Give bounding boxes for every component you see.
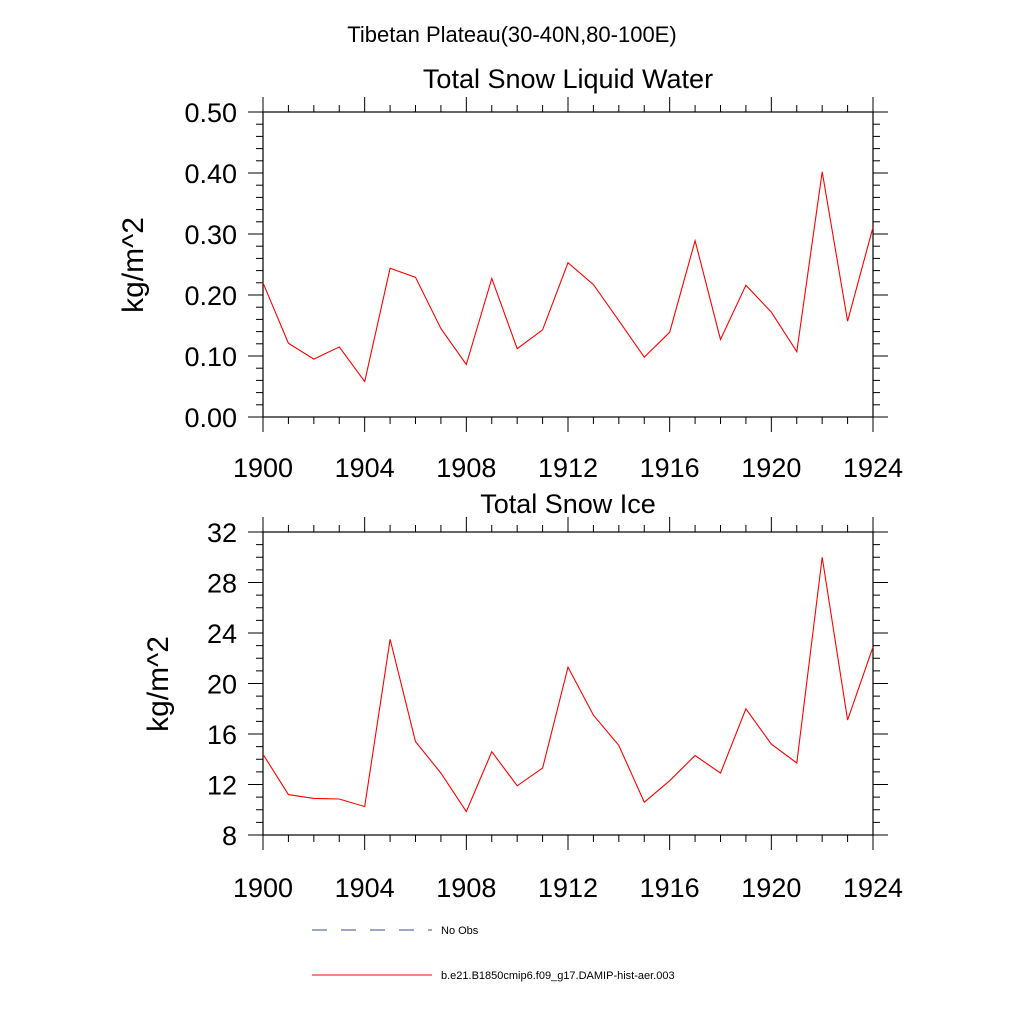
y-tick-label: 32 [207,518,237,548]
panel-title: Total Snow Ice [480,489,656,519]
axis-ticks: 1900 1904 1908 1912 1916 1920 1924 8 12 16 20 24 28 3… [207,517,903,903]
x-tick-label: 1904 [335,453,395,483]
y-tick-label: 28 [207,569,237,599]
x-tick-label: 1916 [640,453,700,483]
x-tick-label: 1916 [640,873,700,903]
x-tick-label: 1900 [233,873,293,903]
panel-title: Total Snow Liquid Water [423,64,713,94]
x-tick-label: 1924 [843,453,903,483]
legend: No Obs b.e21.B1850cmip6.f09_g17.DAMIP-hi… [312,925,675,982]
legend-label-model: b.e21.B1850cmip6.f09_g17.DAMIP-hist-aer.… [441,970,675,982]
y-tick-label: 0.30 [184,220,237,250]
y-axis-label: kg/m^2 [142,636,175,732]
y-tick-label: 0.50 [184,98,237,128]
y-tick-label: 24 [207,619,237,649]
data-series [262,557,874,813]
x-tick-label: 1924 [843,873,903,903]
series-line [262,171,874,383]
axis-ticks: 1900 1904 1908 1912 1916 1920 1924 0.00 0.10 0.20… [184,97,903,483]
x-tick-label: 1908 [436,453,496,483]
x-tick-label: 1912 [538,453,598,483]
x-tick-label: 1920 [741,873,801,903]
y-axis-label: kg/m^2 [117,217,150,313]
y-tick-label: 12 [207,771,237,801]
legend-label-no-obs: No Obs [441,925,479,937]
y-tick-label: 0.10 [184,342,237,372]
series-line [262,557,874,813]
y-tick-label: 0.20 [184,281,237,311]
y-tick-label: 20 [207,670,237,700]
y-tick-label: 16 [207,720,237,750]
x-tick-label: 1904 [335,873,395,903]
plot-frame [262,111,874,418]
figure-title: Tibetan Plateau(30-40N,80-100E) [347,22,676,47]
x-tick-label: 1900 [233,453,293,483]
plot-frame [262,531,874,836]
data-series [262,171,874,383]
y-tick-label: 0.00 [184,403,237,433]
panel-snow-liquid-water: Total Snow Liquid Water kg/m^2 1900 1904 1… [117,64,903,483]
y-tick-label: 0.40 [184,159,237,189]
x-tick-label: 1920 [741,453,801,483]
panel-snow-ice: Total Snow Ice kg/m^2 1900 1904 1908 1912 19… [142,489,903,903]
y-tick-label: 8 [222,821,237,851]
x-tick-label: 1912 [538,873,598,903]
x-tick-label: 1908 [436,873,496,903]
